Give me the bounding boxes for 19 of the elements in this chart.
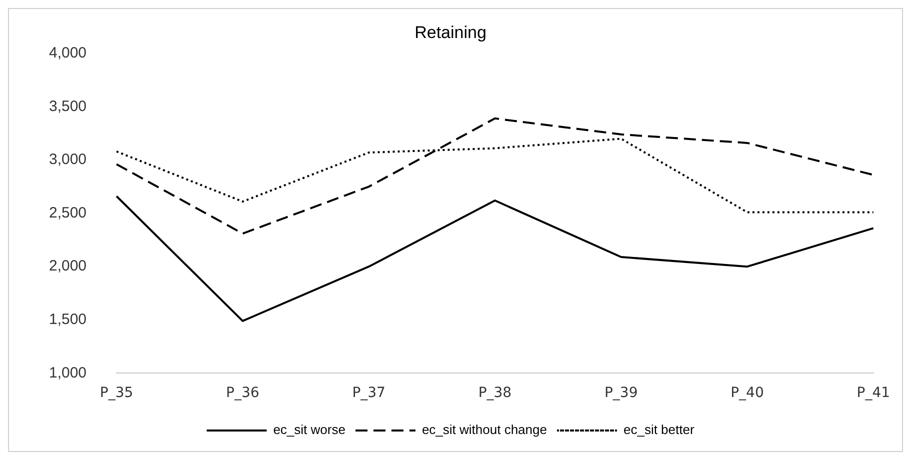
- legend-label: ec_sit without change: [422, 422, 547, 438]
- x-tick-label: P_38: [478, 385, 512, 402]
- x-tick-label: P_37: [352, 385, 386, 402]
- y-tick-label: 3,500: [48, 98, 87, 115]
- y-tick-label: 2,500: [48, 204, 87, 222]
- chart-title: Retaining: [414, 22, 486, 42]
- x-tick-label: P_39: [604, 385, 638, 402]
- line-series: [116, 117, 874, 235]
- x-tick-label: P_41: [856, 385, 890, 402]
- y-tick-label: 3,000: [48, 151, 87, 168]
- y-tick-label: 2,000: [48, 258, 87, 275]
- legend-label: ec_sit worse: [273, 422, 346, 438]
- legend-label: ec_sit better: [623, 422, 695, 438]
- y-tick-label: 1,000: [48, 364, 87, 382]
- y-tick-label: 1,500: [48, 311, 87, 328]
- y-tick-label: 4,000: [48, 44, 87, 62]
- x-tick-label: P_40: [730, 385, 764, 402]
- x-tick-label: P_35: [100, 385, 134, 402]
- x-tick-label: P_36: [226, 385, 260, 402]
